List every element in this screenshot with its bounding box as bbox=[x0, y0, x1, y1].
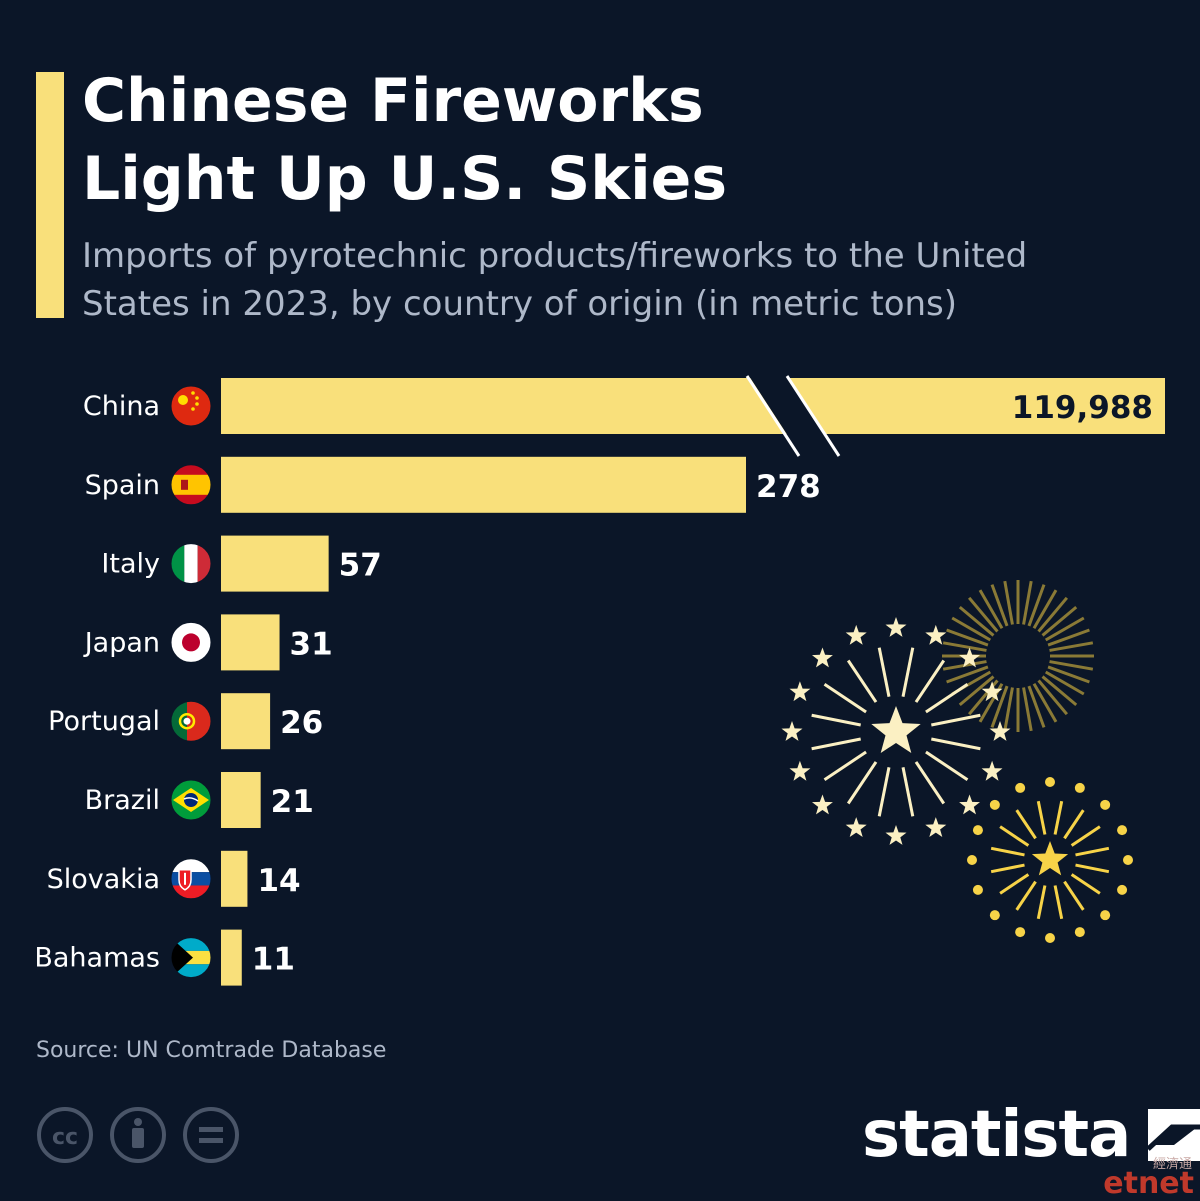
value-label-brazil: 21 bbox=[271, 784, 314, 820]
title-accent-bar bbox=[36, 72, 64, 318]
bar-brazil bbox=[221, 772, 261, 828]
subtitle-line-2: States in 2023, by country of origin (in… bbox=[82, 284, 958, 324]
etnet-watermark: etnet bbox=[1103, 1166, 1194, 1201]
axis-break-gap bbox=[749, 376, 839, 456]
category-label-bahamas: Bahamas bbox=[34, 943, 160, 974]
bar-china bbox=[221, 378, 1165, 434]
bar-bahamas bbox=[221, 929, 242, 986]
category-label-slovakia: Slovakia bbox=[47, 864, 160, 895]
bar-japan bbox=[221, 614, 280, 671]
bahamas-flag-icon bbox=[170, 937, 212, 979]
value-label-slovakia: 14 bbox=[257, 863, 300, 899]
chart-title: Chinese Fireworks Light Up U.S. Skies bbox=[82, 62, 1082, 218]
slovakia-flag-icon bbox=[170, 858, 212, 900]
category-label-italy: Italy bbox=[101, 549, 160, 580]
japan-flag-icon bbox=[170, 621, 212, 663]
firework-burst-main bbox=[811, 647, 981, 817]
firework-center-star bbox=[871, 706, 921, 753]
category-label-china: China bbox=[83, 391, 160, 422]
fireworks-illustration bbox=[781, 580, 1133, 943]
bar-chart: China 119,988 Spain 278 Italy 57 Japan 31 Portug… bbox=[34, 375, 1165, 986]
value-label-china: 119,988 bbox=[1012, 390, 1153, 426]
category-label-brazil: Brazil bbox=[85, 785, 160, 816]
firework-burst-small bbox=[967, 777, 1133, 943]
category-label-portugal: Portugal bbox=[48, 706, 160, 737]
svg-text:cc: cc bbox=[52, 1125, 78, 1150]
subtitle-line-1: Imports of pyrotechnic products/firework… bbox=[82, 236, 1028, 276]
chart-subtitle: Imports of pyrotechnic products/firework… bbox=[82, 232, 1172, 328]
value-label-portugal: 26 bbox=[280, 705, 323, 741]
brazil-flag-icon bbox=[170, 779, 212, 821]
license-icons: cc bbox=[37, 1107, 239, 1163]
china-flag-icon bbox=[170, 385, 212, 427]
portugal-flag-icon bbox=[170, 700, 212, 742]
bar-slovakia bbox=[221, 850, 248, 907]
statista-mark-icon bbox=[1146, 1109, 1200, 1161]
title-line-1: Chinese Fireworks bbox=[82, 66, 704, 136]
firework-small-star bbox=[1031, 841, 1069, 876]
bar-italy bbox=[221, 535, 329, 592]
attribution-icon[interactable] bbox=[110, 1107, 166, 1163]
value-label-bahamas: 11 bbox=[252, 942, 295, 978]
title-line-2: Light Up U.S. Skies bbox=[82, 144, 728, 214]
value-label-spain: 278 bbox=[756, 469, 821, 505]
firework-burst-faint bbox=[942, 580, 1094, 732]
value-label-japan: 31 bbox=[290, 626, 333, 662]
category-label-spain: Spain bbox=[85, 470, 160, 501]
watermark-chinese: 經濟通 bbox=[1152, 1157, 1192, 1172]
value-label-italy: 57 bbox=[339, 548, 382, 584]
bar-spain bbox=[221, 456, 746, 513]
category-label-japan: Japan bbox=[83, 627, 160, 658]
logo-wordmark: statista bbox=[862, 1098, 1131, 1172]
italy-flag-icon bbox=[170, 543, 212, 585]
creative-commons-icon[interactable]: cc bbox=[37, 1107, 93, 1163]
bar-portugal bbox=[221, 693, 271, 750]
source-note: Source: UN Comtrade Database bbox=[36, 1038, 387, 1063]
spain-flag-icon bbox=[170, 464, 212, 506]
statista-logo[interactable]: statista bbox=[862, 1100, 1200, 1170]
no-derivatives-icon[interactable] bbox=[183, 1107, 239, 1163]
